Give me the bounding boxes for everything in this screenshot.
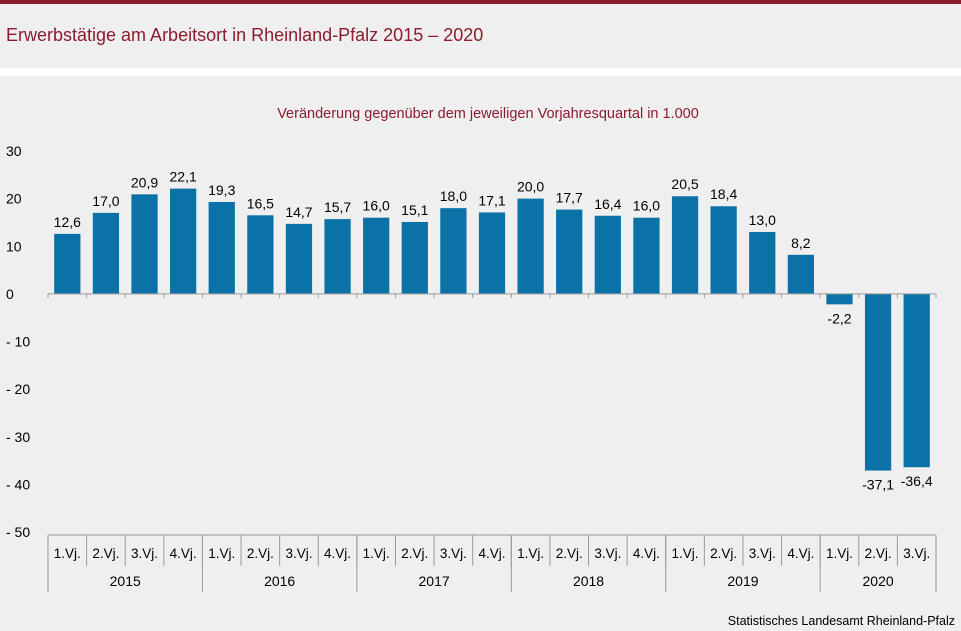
data-label: 14,7 [285,204,312,220]
separator [0,68,961,76]
quarter-label: 4.Vj. [633,546,660,561]
quarter-label: 3.Vj. [903,546,930,561]
bar [131,194,158,294]
quarter-label: 3.Vj. [594,546,621,561]
quarter-label: 1.Vj. [672,546,699,561]
quarter-label: 2.Vj. [865,546,892,561]
quarter-label: 4.Vj. [324,546,351,561]
bar [787,254,814,294]
bar [208,201,235,294]
data-label: 15,1 [401,202,428,218]
bar [864,293,892,471]
bar [826,293,853,305]
year-label: 2015 [110,573,141,589]
data-label: 16,0 [633,198,660,214]
bar [324,219,351,294]
quarter-label: 4.Vj. [787,546,814,561]
y-tick-label: - 10 [6,334,30,350]
bar [440,208,467,294]
data-label: -36,4 [901,473,933,489]
quarter-label: 3.Vj. [749,546,776,561]
data-label: 20,0 [517,179,544,195]
quarter-label: 2.Vj. [556,546,583,561]
chart-area: Veränderung gegenüber dem jeweiligen Vor… [0,76,961,631]
data-label: 19,3 [208,182,235,198]
quarter-label: 2.Vj. [710,546,737,561]
bar [92,212,120,294]
data-label: 8,2 [791,235,811,251]
chart-title: Erwerbstätige am Arbeitsort in Rheinland… [6,25,484,45]
header: Erwerbstätige am Arbeitsort in Rheinland… [0,4,961,68]
year-label: 2020 [863,573,894,589]
year-label: 2016 [264,573,295,589]
quarter-label: 2.Vj. [401,546,428,561]
y-tick-label: 30 [6,143,22,159]
bar [363,217,390,294]
data-label: 16,0 [363,198,390,214]
data-label: 18,0 [440,188,467,204]
year-label: 2019 [727,573,758,589]
quarter-label: 4.Vj. [170,546,197,561]
y-tick-label: - 50 [6,524,30,540]
year-label: 2018 [573,573,604,589]
data-label: 20,9 [131,174,158,190]
bar [710,206,737,294]
bar [401,221,428,294]
quarter-label: 1.Vj. [517,546,544,561]
bar [903,293,930,468]
quarter-label: 1.Vj. [54,546,81,561]
y-tick-label: - 20 [6,381,30,397]
bar [478,212,506,294]
quarter-label: 1.Vj. [363,546,390,561]
quarter-label: 1.Vj. [826,546,853,561]
data-label: 13,0 [749,212,776,228]
data-label: 22,1 [170,169,197,185]
chart-subtitle: Veränderung gegenüber dem jeweiligen Vor… [277,106,699,122]
bar [556,209,583,294]
quarter-label: 2.Vj. [247,546,274,561]
y-tick-label: - 40 [6,476,30,492]
data-label: 17,7 [556,190,583,206]
bar-chart: Veränderung gegenüber dem jeweiligen Vor… [6,106,955,628]
data-label: 12,6 [54,214,81,230]
bar [594,215,621,294]
bar [247,215,274,294]
quarter-label: 3.Vj. [440,546,467,561]
quarter-label: 3.Vj. [285,546,312,561]
year-label: 2017 [419,573,450,589]
bar [54,233,81,294]
data-label: 17,0 [92,193,119,209]
data-label: 16,5 [247,195,274,211]
bar [633,217,660,294]
quarter-label: 3.Vj. [131,546,158,561]
data-label: 16,4 [594,196,621,212]
source-note: Statistisches Landesamt Rheinland-Pfalz [728,614,955,628]
data-label: 15,7 [324,199,351,215]
quarter-label: 1.Vj. [208,546,235,561]
bar [749,231,776,294]
top-rule [0,0,961,4]
bar [671,196,699,294]
bar [517,198,544,294]
data-label: 17,1 [478,192,505,208]
bar [170,188,197,294]
y-tick-label: 10 [6,238,22,254]
y-tick-label: - 30 [6,429,30,445]
data-label: -2,2 [827,310,851,326]
data-label: 18,4 [710,186,737,202]
y-tick-label: 0 [6,286,14,302]
data-label: -37,1 [862,477,894,493]
data-label: 20,5 [671,176,698,192]
quarter-label: 2.Vj. [92,546,119,561]
quarter-label: 4.Vj. [478,546,505,561]
bar [285,223,313,294]
y-tick-label: 20 [6,191,22,207]
